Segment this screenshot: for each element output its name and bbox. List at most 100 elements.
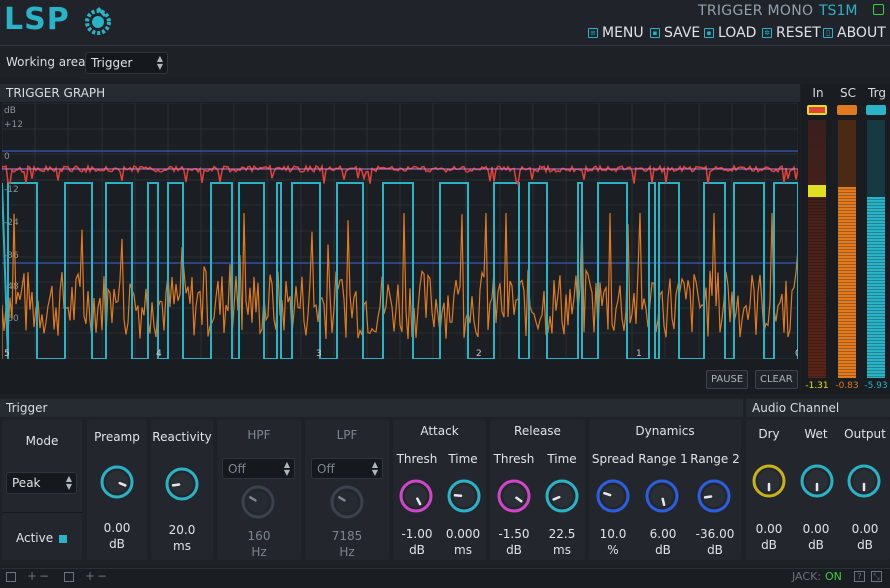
lpf-label: LPF xyxy=(336,428,358,442)
about-button[interactable]: ▯ ABOUT xyxy=(823,25,886,41)
meter-value-trg: -5.93 xyxy=(864,381,888,391)
window-icon[interactable] xyxy=(6,572,16,582)
meter-level-in xyxy=(808,185,826,378)
save-button[interactable]: ▪ SAVE xyxy=(650,25,700,41)
hpf-knob[interactable] xyxy=(241,485,275,519)
reactivity-value: 20.0 ms xyxy=(168,523,196,553)
lpf-value: 7185 Hz xyxy=(331,529,363,559)
meter-value-in: -1.31 xyxy=(805,381,829,391)
meter-clip-trg[interactable] xyxy=(866,105,886,115)
divider xyxy=(2,512,82,513)
meter-clip-in[interactable] xyxy=(807,105,827,115)
help-icon[interactable]: ? xyxy=(854,571,865,582)
hpf-label: HPF xyxy=(247,428,271,442)
attack-time-value: 0.000 ms xyxy=(445,527,481,557)
about-icon: ▯ xyxy=(823,28,833,38)
menu-icon: ≡ xyxy=(588,28,598,38)
dynamics-label: Dynamics xyxy=(635,424,695,438)
meter-label-in: In xyxy=(812,86,824,100)
range1-label: Range 1 xyxy=(638,452,688,466)
gear-logo-icon xyxy=(85,7,111,35)
lpf-column xyxy=(305,420,389,560)
release-time-value: 22.5 ms xyxy=(548,527,576,557)
status-plus[interactable]: + xyxy=(27,569,38,583)
working-area-label: Working area xyxy=(6,55,86,69)
resize-icon[interactable]: ⤡ xyxy=(871,571,882,582)
hpf-column xyxy=(217,420,301,560)
attack-time-knob[interactable] xyxy=(447,479,481,513)
jack-label: JACK: xyxy=(792,570,821,583)
lpf-knob[interactable] xyxy=(330,485,364,519)
working-area-select[interactable]: Trigger ▲ ▼ xyxy=(85,52,168,74)
attack-thresh-value: -1.00 dB xyxy=(401,527,433,557)
plugin-id: TS1M xyxy=(819,3,858,19)
x-tick-label: 1 xyxy=(636,349,642,359)
range2-knob[interactable] xyxy=(697,479,731,513)
status-minus[interactable]: − xyxy=(39,569,50,583)
status-minus-2[interactable]: − xyxy=(97,569,108,583)
wet-knob[interactable] xyxy=(800,464,834,498)
header xyxy=(0,0,890,46)
attack-label: Attack xyxy=(420,424,459,438)
load-button[interactable]: ▪ LOAD xyxy=(704,25,756,41)
meter-peak-in xyxy=(808,185,826,197)
jack-status: ON xyxy=(825,570,842,583)
wet-label: Wet xyxy=(804,427,828,441)
trigger-section-title: Trigger xyxy=(0,399,743,417)
range1-knob[interactable] xyxy=(645,479,679,513)
y-tick-label: -48 xyxy=(4,282,19,292)
release-thresh-knob[interactable] xyxy=(497,479,531,513)
meter-level-sc xyxy=(838,187,856,378)
active-indicator[interactable] xyxy=(59,535,67,543)
meter-bar-in xyxy=(808,120,826,378)
hpf-mode-select[interactable]: Off ▲ ▼ xyxy=(222,458,295,479)
attack-thresh-knob[interactable] xyxy=(399,479,433,513)
trigger-graph-canvas[interactable]: +120-12-24-36-48-605 4 3 2 1 0 xyxy=(2,103,798,359)
layout-icon[interactable] xyxy=(64,572,74,582)
dry-label: Dry xyxy=(758,427,780,441)
preamp-knob[interactable] xyxy=(100,465,134,499)
pause-button[interactable]: PAUSE xyxy=(706,370,749,389)
audio-section-title: Audio Channel xyxy=(746,399,890,417)
release-thresh-label: Thresh xyxy=(493,452,535,466)
output-knob[interactable] xyxy=(847,464,881,498)
x-tick-label: 4 xyxy=(156,349,162,359)
trigger-graph-title: TRIGGER GRAPH xyxy=(0,84,800,102)
lsp-logo[interactable]: LSP xyxy=(4,2,70,37)
trigger-signal xyxy=(2,182,798,359)
meter-clip-sc[interactable] xyxy=(837,105,857,115)
y-tick-label: -24 xyxy=(4,218,19,228)
wet-value: 0.00 dB xyxy=(802,522,830,552)
output-label: Output xyxy=(844,427,886,441)
plugin-name: TRIGGER MONO xyxy=(698,3,814,19)
spread-knob[interactable] xyxy=(596,479,630,513)
reactivity-knob[interactable] xyxy=(165,467,199,501)
status-plus-2[interactable]: + xyxy=(85,569,96,583)
power-icon[interactable] xyxy=(873,4,884,15)
meter-label-trg: Trg xyxy=(868,86,886,100)
active-label: Active xyxy=(16,531,54,545)
y-tick-label: -12 xyxy=(4,185,19,195)
x-tick-label: 0 xyxy=(795,349,798,359)
dry-knob[interactable] xyxy=(752,464,786,498)
mode-label: Mode xyxy=(25,434,59,448)
reset-button[interactable]: ✲ RESET xyxy=(762,25,821,41)
lpf-mode-select[interactable]: Off ▲ ▼ xyxy=(311,458,383,479)
range2-label: Range 2 xyxy=(690,452,740,466)
x-tick-label: 3 xyxy=(316,349,322,359)
clear-button[interactable]: CLEAR xyxy=(755,370,798,389)
release-thresh-value: -1.50 dB xyxy=(498,527,530,557)
y-tick-label: -36 xyxy=(4,251,19,261)
mode-select[interactable]: Peak ▲ ▼ xyxy=(6,472,77,494)
spread-label: Spread xyxy=(591,452,635,466)
meter-level-trg xyxy=(867,197,885,378)
reactivity-label: Reactivity xyxy=(152,430,212,444)
release-time-label: Time xyxy=(547,452,577,466)
release-time-knob[interactable] xyxy=(545,479,579,513)
dry-value: 0.00 dB xyxy=(755,522,783,552)
x-tick-label: 2 xyxy=(476,349,482,359)
y-tick-label: 0 xyxy=(4,152,10,162)
range1-value: 6.00 dB xyxy=(649,527,677,557)
menu-button[interactable]: ≡ MENU xyxy=(588,25,644,41)
preamp-label: Preamp xyxy=(94,430,140,444)
